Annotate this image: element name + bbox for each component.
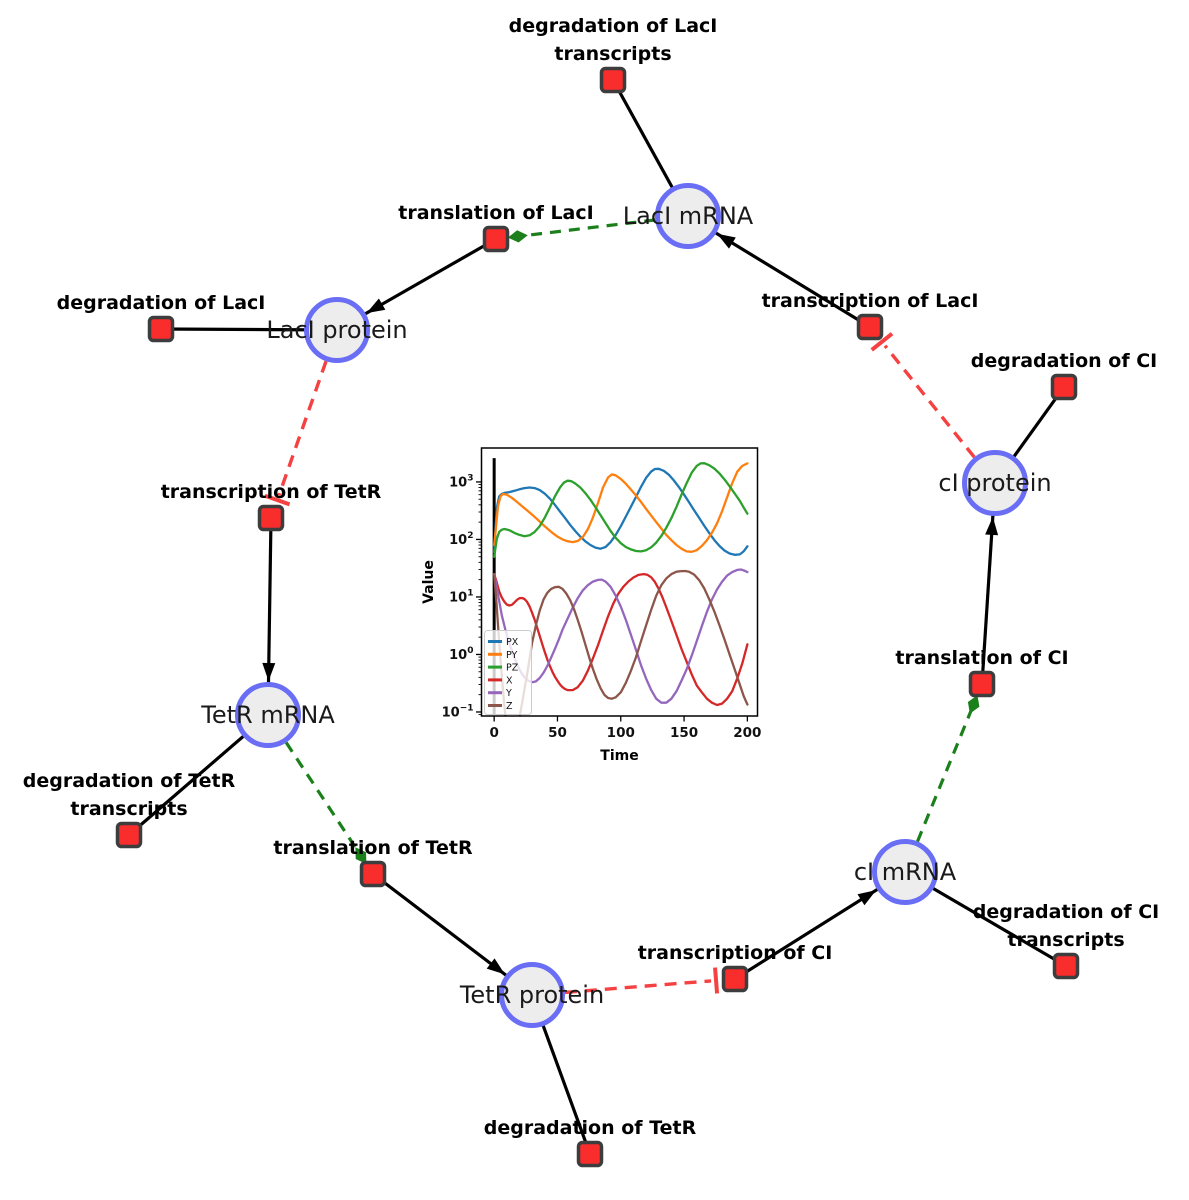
species-label-tetr-protein: TetR protein bbox=[459, 981, 604, 1009]
species-node-ci-mrna bbox=[872, 839, 938, 905]
reaction-node-deg-ci-tx bbox=[1052, 952, 1080, 980]
reaction-node-deg-tetr bbox=[576, 1140, 604, 1168]
y-tick-label: 103 bbox=[449, 473, 473, 490]
species-node-laci-mrna bbox=[655, 183, 721, 249]
reaction-label-deg-ci-tx: transcripts bbox=[1007, 929, 1124, 951]
reaction-label-tl-laci: translation of LacI bbox=[398, 202, 593, 224]
x-tick-label: 50 bbox=[548, 725, 567, 741]
edge-modifier-tetr-mrna-tl-tetr bbox=[284, 741, 367, 863]
species-label-laci-protein: LacI protein bbox=[266, 316, 407, 344]
edge-production-tr-ci-ci-mrna bbox=[734, 870, 906, 981]
legend-label-Z: Z bbox=[506, 701, 513, 712]
reaction-node-tr-tetr bbox=[257, 504, 285, 532]
species-label-ci-protein: cI protein bbox=[938, 469, 1051, 497]
y-tick-label: 10−1 bbox=[442, 703, 474, 720]
reaction-label-deg-tetr: degradation of TetR bbox=[484, 1117, 697, 1139]
arrowhead-icon bbox=[486, 958, 505, 975]
reaction-label-deg-tetr-tx: degradation of TetR bbox=[23, 770, 236, 792]
reaction-node-tl-ci bbox=[968, 670, 996, 698]
reaction-node-tr-ci bbox=[721, 965, 749, 993]
edge-modifier-ci-mrna-tl-ci bbox=[916, 697, 978, 843]
reaction-label-deg-tetr-tx: transcripts bbox=[70, 798, 187, 820]
y-tick-label: 102 bbox=[449, 531, 473, 548]
reaction-label-tl-ci: translation of CI bbox=[895, 647, 1068, 669]
reaction-label-tr-laci: transcription of LacI bbox=[762, 290, 979, 312]
reaction-node-deg-tetr-tx bbox=[115, 821, 143, 849]
reaction-node-deg-ci bbox=[1050, 373, 1078, 401]
reaction-label-deg-ci: degradation of CI bbox=[971, 350, 1157, 372]
legend-label-PY: PY bbox=[506, 650, 518, 661]
species-node-tetr-protein bbox=[499, 962, 565, 1028]
label-layer: LacI mRNA LacI protein TetR mRNA TetR prote… bbox=[23, 15, 1159, 1139]
reaction-node-deg-laci bbox=[147, 315, 175, 343]
edge-inhibition-tetr-protein-tr-ci bbox=[564, 979, 712, 995]
species-label-laci-mrna: LacI mRNA bbox=[623, 202, 754, 230]
species-label-tetr-mrna: TetR mRNA bbox=[200, 701, 335, 729]
reaction-node-deg-laci-tx bbox=[599, 66, 627, 94]
species-node-tetr-mrna bbox=[235, 682, 301, 748]
reaction-node-tr-laci bbox=[856, 313, 884, 341]
arrowhead-icon bbox=[857, 890, 877, 906]
diamond-arrowhead-icon bbox=[507, 230, 528, 243]
reaction-label-tr-tetr: transcription of TetR bbox=[161, 481, 382, 503]
curve-layer bbox=[492, 458, 749, 716]
arrowhead-icon bbox=[985, 516, 999, 536]
x-tick-label: 200 bbox=[733, 725, 761, 741]
reaction-label-deg-laci: degradation of LacI bbox=[57, 292, 266, 314]
legend-label-X: X bbox=[506, 675, 513, 686]
y-tick-label: 101 bbox=[449, 588, 473, 605]
series-curve-PX bbox=[493, 467, 749, 556]
edge-modifier-laci-mrna-tl-laci bbox=[510, 218, 656, 239]
species-label-ci-mrna: cI mRNA bbox=[854, 858, 957, 886]
reaction-label-tr-ci: transcription of CI bbox=[638, 942, 833, 964]
x-tick-label: 100 bbox=[607, 725, 635, 741]
diamond-arrowhead-icon bbox=[967, 695, 980, 714]
series-curve-PY bbox=[493, 462, 749, 553]
edge-inhibition-ci-protein-tr-laci bbox=[883, 344, 976, 459]
reaction-node-tl-laci bbox=[482, 225, 510, 253]
node-layer bbox=[115, 66, 1080, 1168]
edge-inhibition-laci-protein-tr-tetr bbox=[277, 360, 328, 496]
reaction-node-tl-tetr bbox=[359, 860, 387, 888]
reaction-label-deg-laci-tx: transcripts bbox=[554, 43, 671, 65]
edge-layer bbox=[127, 79, 1067, 1155]
x-tick-label: 0 bbox=[489, 725, 498, 741]
arrowhead-icon bbox=[366, 298, 386, 314]
timeseries-plot: 0 50 100 150 20010−1100101102103TimeValuePXP… bbox=[421, 447, 761, 764]
reaction-label-deg-laci-tx: degradation of LacI bbox=[509, 15, 718, 37]
legend-label-PX: PX bbox=[506, 637, 519, 648]
edge-production-tl-ci-ci-protein bbox=[980, 482, 997, 685]
species-node-laci-protein bbox=[304, 297, 370, 363]
inhibition-tbar-icon bbox=[870, 332, 894, 352]
x-tick-label: 150 bbox=[670, 725, 698, 741]
y-axis-label: Value bbox=[421, 560, 437, 604]
inhibition-tbar-icon bbox=[713, 967, 720, 994]
x-axis-label: Time bbox=[600, 748, 638, 764]
diamond-arrowhead-icon bbox=[355, 847, 367, 864]
species-node-ci-protein bbox=[962, 450, 1028, 516]
arrowhead-icon bbox=[262, 662, 276, 682]
series-curve-PZ bbox=[493, 462, 749, 558]
legend-label-Y: Y bbox=[505, 688, 512, 699]
edge-production-tl-tetr-tetr-protein bbox=[372, 872, 533, 997]
reaction-label-deg-ci-tx: degradation of CI bbox=[973, 901, 1159, 923]
inhibition-tbar-icon bbox=[264, 493, 291, 507]
y-tick-label: 100 bbox=[449, 646, 473, 663]
legend-label-PZ: PZ bbox=[506, 663, 519, 674]
reaction-label-tl-tetr: translation of TetR bbox=[273, 837, 473, 859]
arrowhead-icon bbox=[717, 233, 736, 249]
plot-frame bbox=[480, 447, 759, 717]
